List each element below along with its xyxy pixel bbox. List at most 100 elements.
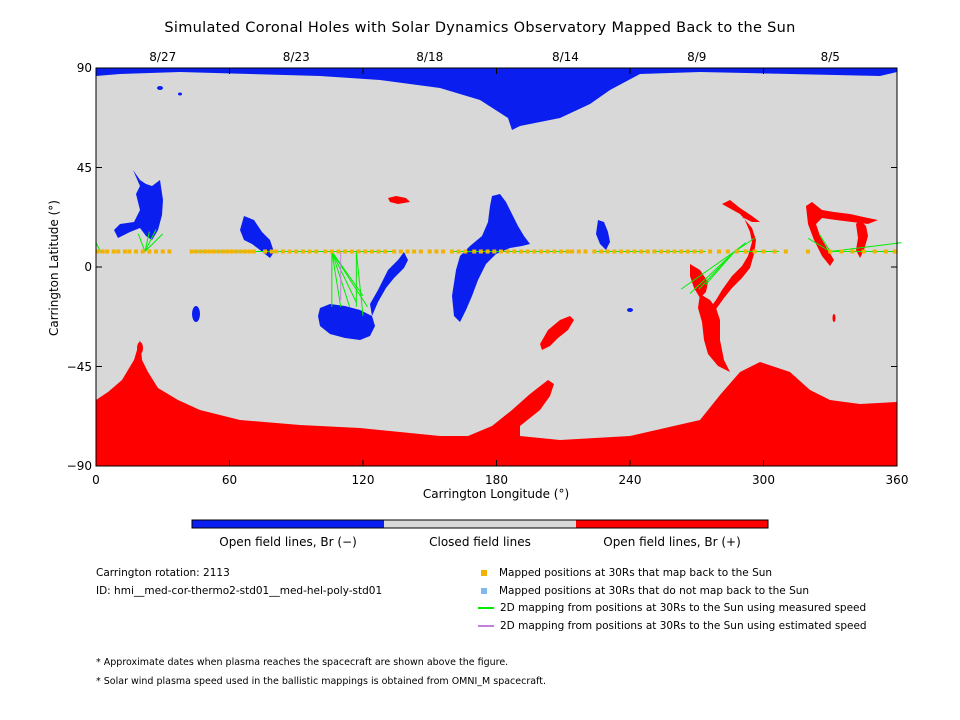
mapped-position-point: [127, 249, 132, 254]
date-label: 8/5: [820, 50, 840, 64]
footnote-speed: * Solar wind plasma speed used in the ba…: [96, 676, 546, 687]
mapping-line: [355, 251, 364, 316]
mapped-position-point: [652, 249, 657, 254]
mapped-position-point: [207, 249, 212, 254]
mapped-position-point: [140, 249, 145, 254]
mapped-position-point: [761, 249, 766, 254]
legend-line-green: [478, 607, 494, 609]
mapped-position-point: [743, 249, 748, 254]
mapped-position-point: [280, 249, 285, 254]
mapping-line: [144, 231, 150, 252]
mapping-line: [734, 237, 755, 252]
mapped-position-point: [238, 249, 243, 254]
mapped-position-point: [356, 249, 361, 254]
mapped-position-point: [783, 249, 788, 254]
footnote-dates: * Approximate dates when plasma reaches …: [96, 657, 509, 668]
x-tick-label: 300: [752, 473, 775, 487]
mapped-position-point: [545, 249, 550, 254]
mapping-line: [331, 251, 357, 303]
mapped-position-point: [659, 249, 664, 254]
colorbar-label-open-pos: Open field lines, Br (+): [603, 535, 741, 549]
mapped-position-point: [441, 249, 446, 254]
mapped-position-point: [300, 249, 305, 254]
mapped-position-point: [329, 249, 334, 254]
mapped-position-point: [850, 249, 855, 254]
mapped-position-point: [565, 249, 570, 254]
mapping-line: [144, 229, 157, 252]
colorbar-label-closed: Closed field lines: [429, 535, 531, 549]
coronal-hole-lon205: [540, 316, 574, 350]
legend-label: 2D mapping from positions at 30Rs to the…: [500, 620, 867, 632]
mapped-position-point: [376, 249, 381, 254]
mapped-position-point: [605, 249, 610, 254]
mapped-position-point: [872, 249, 877, 254]
mapped-position-point: [632, 249, 637, 254]
mapped-position-point: [532, 249, 537, 254]
mapped-position-point: [559, 249, 564, 254]
y-axis-label: Carrington Latitude (°): [47, 200, 61, 336]
legend-label: 2D mapping from positions at 30Rs to the…: [500, 602, 867, 614]
coronal-hole-lon280-band: [698, 294, 730, 372]
date-label: 8/14: [551, 50, 579, 64]
mapped-position-point: [645, 249, 650, 254]
mapped-position-point: [287, 249, 292, 254]
mapped-position-point: [450, 249, 454, 254]
y-tick-label: −90: [66, 459, 92, 473]
mapped-position-point: [323, 249, 328, 254]
mapping-line: [689, 251, 735, 294]
mapped-position-point: [369, 249, 374, 254]
colorbar-open-pos: [576, 520, 768, 528]
mapped-position-point: [625, 249, 630, 254]
mapped-position-point: [412, 249, 417, 254]
mapped-position-point: [307, 249, 312, 254]
mapped-position-point: [883, 249, 888, 254]
mapped-position-point: [427, 249, 432, 254]
mapped-position-point: [892, 249, 897, 254]
mapped-position-point: [243, 249, 248, 254]
mapped-position-point: [512, 249, 517, 254]
coronal-hole-lon290-north: [710, 200, 760, 312]
mapped-position-point: [639, 249, 644, 254]
mapped-position-point: [717, 249, 721, 254]
mapped-position-point: [247, 249, 252, 254]
mapped-position-point: [160, 249, 165, 254]
mapped-position-point: [343, 249, 348, 254]
mapped-position-point: [211, 249, 216, 254]
x-tick-label: 60: [221, 473, 238, 487]
mapped-position-point: [167, 249, 172, 254]
coronal-hole-lon20: [114, 170, 163, 240]
mapped-position-point: [772, 249, 777, 254]
legend-label: Mapped positions at 30Rs that map back t…: [499, 567, 773, 579]
mapped-position-point: [225, 249, 230, 254]
legend-line-purple: [478, 625, 494, 627]
mapped-position-point: [418, 249, 423, 254]
axis-ticks: [95, 67, 898, 467]
mapped-position-point: [612, 249, 617, 254]
mapped-position-point: [505, 249, 510, 254]
mapped-position-point: [398, 249, 403, 254]
x-tick-label: 120: [351, 473, 375, 487]
mapping-line: [331, 251, 342, 307]
mapped-position-point: [463, 249, 468, 254]
coronal-hole-lon345: [856, 220, 868, 258]
x-tick-label: 180: [485, 473, 508, 487]
coronal-hole-lon265: [690, 264, 708, 298]
mapped-position-point: [599, 249, 604, 254]
colorbar-label-open-neg: Open field lines, Br (−): [219, 535, 357, 549]
mapped-position-point: [861, 249, 866, 254]
mapped-position-point: [189, 249, 194, 254]
mapped-position-point: [363, 249, 368, 254]
mapped-position-point: [570, 249, 575, 254]
mapped-position-point: [478, 249, 483, 254]
coronal-hole-lon330: [806, 202, 878, 266]
y-tick-label: 45: [76, 160, 92, 175]
mapped-position-point: [708, 249, 713, 254]
legend-square-lightblue: [481, 588, 487, 594]
legend-item-not-mapped-back: Mapped positions at 30Rs that do not map…: [478, 585, 809, 597]
mapped-positions: [96, 249, 897, 254]
mapped-position-point: [434, 249, 439, 254]
mapped-position-point: [336, 249, 341, 254]
mapped-position-point: [839, 249, 844, 254]
mapped-position-point: [229, 249, 234, 254]
